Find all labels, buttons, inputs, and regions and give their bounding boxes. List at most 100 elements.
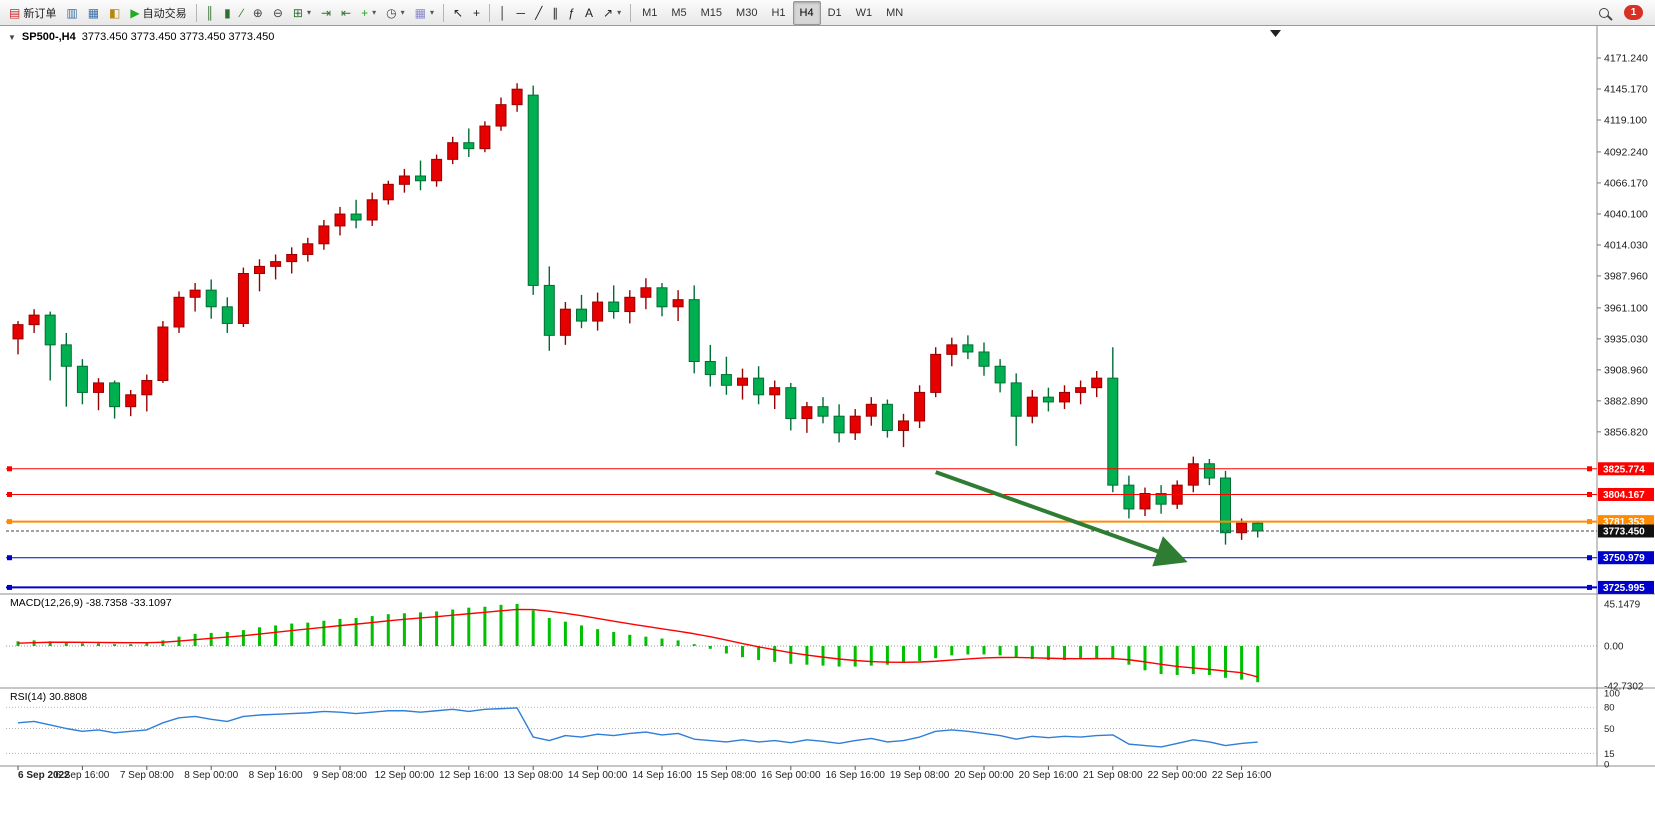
time-axis-label: 9 Sep 08:00 [313,770,367,781]
candle [1059,391,1070,403]
market-watch-icon: ▥ [66,5,78,20]
vertical-line-button[interactable]: │ [494,1,512,25]
line-endpoint-handle[interactable] [1587,584,1592,590]
time-axis-label: 15 Sep 08:00 [697,770,757,781]
candlestick-chart-icon: ▮ [224,5,231,20]
line-chart-button[interactable]: ∕ [236,1,248,25]
line-endpoint-handle[interactable] [1587,491,1592,497]
candle [479,125,491,150]
candle [849,415,861,434]
timeframe-h1-button[interactable]: H1 [771,6,786,19]
timeframe-h4-button[interactable]: H4 [792,0,821,25]
bar-chart-button[interactable]: ║ [201,1,220,25]
line-endpoint-handle[interactable] [7,466,12,472]
templates-button[interactable]: ▦ ▾ [410,1,439,25]
candle [1010,382,1022,417]
new-order-button[interactable]: ▤ 新订单 [4,1,61,25]
rsi-scale-label: 50 [1604,724,1615,735]
line-endpoint-handle[interactable] [7,584,12,590]
timeframe-m1-button[interactable]: M1 [642,6,658,19]
text-icon: A [584,5,593,20]
candle [189,289,201,298]
periods-button[interactable]: ◷ ▾ [381,1,410,25]
timeframe-m5-button[interactable]: M5 [671,6,687,19]
line-endpoint-handle[interactable] [7,555,12,561]
candle [559,308,571,336]
candle [270,261,282,267]
channel-button[interactable]: ∥ [547,1,563,25]
collapse-triangle-icon[interactable]: ▼ [8,32,16,42]
candle [1220,477,1231,534]
navigator-button[interactable]: ◧ [104,1,125,25]
line-endpoint-handle[interactable] [7,519,12,525]
candle [157,326,169,382]
line-endpoint-handle[interactable] [1587,555,1592,561]
timeframe-mn-button[interactable]: MN [886,6,904,19]
line-chart-icon: ∕ [240,5,243,20]
indicators-button[interactable]: + ▾ [356,1,381,25]
auto-scroll-button[interactable]: ⇥ [316,1,336,25]
timeframe-w1-button[interactable]: W1 [855,6,873,19]
macd-scale-label: 45.1479 [1604,599,1641,610]
time-axis-label: 20 Sep 00:00 [954,770,1014,781]
trend-arrow-object[interactable] [935,470,1188,567]
candle [737,377,748,386]
market-watch-button[interactable]: ▥ [61,1,82,25]
timeframe-m15-button[interactable]: M15 [700,6,723,19]
time-axis-label: 12 Sep 16:00 [439,770,499,781]
search-button[interactable] [1594,1,1614,25]
line-endpoint-handle[interactable] [1587,519,1592,525]
navigator-icon: ◧ [109,5,121,20]
line-endpoint-handle[interactable] [1587,466,1592,472]
autotrading-button[interactable]: ▶ 自动交易 [125,1,191,25]
crosshair-icon: + [473,5,481,20]
data-window-button[interactable]: ▦ [83,1,104,25]
candle [1236,522,1248,534]
tile-windows-icon: ⊞ [292,5,303,20]
candle [1155,492,1167,505]
candle [1252,522,1264,532]
timeframe-m30-button[interactable]: M30 [736,6,758,19]
arrows-icon: ↗ [603,5,614,20]
zoom-in-button[interactable]: ⊕ [248,1,268,25]
candle [592,301,604,322]
line-objects [6,466,1597,590]
toolbar-separator [489,3,491,22]
candle [1091,377,1103,389]
trend-arrow[interactable] [935,470,1188,567]
dropdown-caret-icon: ▾ [617,8,622,17]
notification-badge[interactable]: 1 [1624,5,1643,20]
toolbar-separator [630,3,632,22]
crosshair-button[interactable]: + [468,1,485,25]
line-endpoint-handle[interactable] [7,491,12,497]
text-button[interactable]: A [580,1,598,25]
timeframe-d1-button[interactable]: D1 [827,6,842,19]
tile-windows-button[interactable]: ⊞ ▾ [288,1,316,25]
indicators-icon: + [361,5,369,20]
candle [962,344,974,353]
candle [769,387,781,396]
arrows-button[interactable]: ↗ ▾ [598,1,626,25]
candle [1123,484,1135,510]
candlestick-chart-button[interactable]: ▮ [219,1,236,25]
chart-shift-button[interactable]: ⇤ [336,1,356,25]
cursor-button[interactable]: ↖ [448,1,468,25]
price-badge-label: 3804.167 [1603,490,1645,501]
candle [318,225,330,245]
candle [801,406,813,420]
price-axis-label: 3856.820 [1604,426,1648,438]
candle [576,308,587,322]
equidistant-channel-icon: ∥ [552,5,559,20]
candles [12,83,1264,545]
trendline-button[interactable]: ╱ [530,1,547,25]
new-order-button-label: 新订单 [23,7,57,20]
price-axis-label: 4040.100 [1604,208,1648,220]
candle [881,403,893,431]
zoom-out-button[interactable]: ⊖ [268,1,288,25]
horizontal-line-button[interactable]: ─ [512,1,531,25]
chart-shift-icon: ⇤ [341,5,352,20]
fibonacci-button[interactable]: ƒ [563,1,580,25]
candle [1107,377,1119,486]
